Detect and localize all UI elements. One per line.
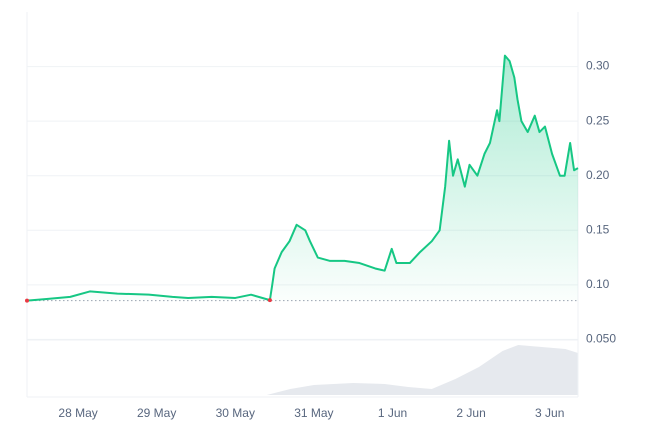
x-tick-label: 31 May (294, 406, 333, 420)
point-marker (267, 298, 272, 303)
x-tick-label: 3 Jun (535, 406, 564, 420)
y-tick-label: 0.30 (586, 59, 610, 73)
volume-area (27, 345, 578, 395)
x-tick-label: 29 May (137, 406, 176, 420)
x-tick-label: 30 May (216, 406, 255, 420)
area-fill (27, 55, 578, 301)
x-tick-label: 2 Jun (456, 406, 485, 420)
y-tick-label: 0.25 (586, 113, 610, 127)
point-marker (25, 298, 29, 303)
y-tick-label: 0.050 (586, 332, 616, 346)
y-tick-label: 0.10 (586, 277, 610, 291)
x-tick-label: 1 Jun (378, 406, 407, 420)
x-tick-label: 28 May (58, 406, 97, 420)
y-tick-label: 0.15 (586, 222, 610, 236)
y-tick-label: 0.20 (586, 168, 610, 182)
price-line (26, 54, 579, 302)
